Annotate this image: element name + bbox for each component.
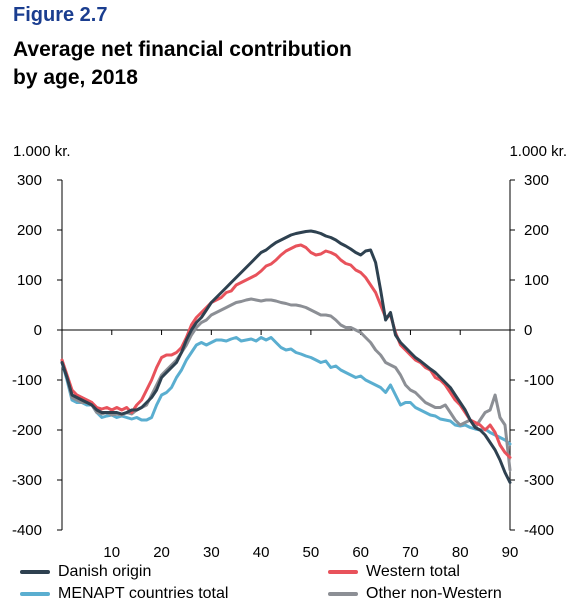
y-tick-label-right: 0	[524, 322, 532, 339]
y-tick-label-left: 300	[17, 172, 42, 189]
legend-label: Other non-Western	[366, 585, 502, 602]
legend-swatch	[328, 592, 358, 596]
legend-label: Danish origin	[58, 563, 152, 580]
x-tick-label: 10	[103, 544, 120, 560]
x-tick-label: 30	[203, 544, 220, 560]
y-unit-left: 1.000 kr.	[13, 143, 71, 160]
y-tick-label-right: -400	[524, 522, 554, 539]
legend-swatch	[20, 570, 50, 574]
y-tick-label-left: 0	[34, 322, 42, 339]
y-tick-label-left: -200	[12, 422, 42, 439]
figure-label: Figure 2.7	[13, 4, 108, 26]
y-tick-label-left: 200	[17, 222, 42, 239]
legend-swatch	[328, 570, 358, 574]
x-tick-label: 90	[502, 544, 519, 560]
chart-title-line-1: Average net financial contribution	[13, 38, 352, 61]
series-line-danish-origin	[60, 229, 512, 484]
x-tick-label: 50	[303, 544, 320, 560]
x-tick-label: 70	[402, 544, 419, 560]
legend-item: MENAPT countries total	[20, 585, 228, 603]
y-tick-label-left: -400	[12, 522, 42, 539]
legend-swatch	[20, 592, 50, 596]
y-tick-label-right: 100	[524, 272, 549, 289]
y-tick-label-right: 200	[524, 222, 549, 239]
y-tick-label-right: -200	[524, 422, 554, 439]
y-tick-label-left: 100	[17, 272, 42, 289]
series-line-menapt-countries-total	[60, 336, 512, 446]
x-tick-label: 80	[452, 544, 469, 560]
legend-item: Danish origin	[20, 563, 151, 581]
chart-title-line-2: by age, 2018	[13, 66, 138, 89]
y-tick-label-right: -300	[524, 472, 554, 489]
legend-item: Other non-Western	[328, 585, 502, 603]
series-line-western-total	[60, 243, 512, 459]
y-tick-label-left: -100	[12, 372, 42, 389]
y-tick-label-right: -100	[524, 372, 554, 389]
x-tick-label: 60	[352, 544, 369, 560]
legend: Danish origin Western total MENAPT countri…	[0, 560, 575, 608]
legend-item: Western total	[328, 563, 460, 581]
y-tick-label-right: 300	[524, 172, 549, 189]
chart-title: Average net financial contribution by ag…	[13, 36, 533, 92]
legend-label: MENAPT countries total	[58, 585, 229, 602]
legend-label: Western total	[366, 563, 460, 580]
y-unit-right: 1.000 kr.	[509, 143, 567, 160]
x-tick-label: 20	[153, 544, 170, 560]
x-tick-label: 40	[253, 544, 270, 560]
y-tick-label-left: -300	[12, 472, 42, 489]
line-chart: 300 300 200 200 100 100 0 0 -100 -100 -200 -200 -300…	[12, 172, 554, 560]
